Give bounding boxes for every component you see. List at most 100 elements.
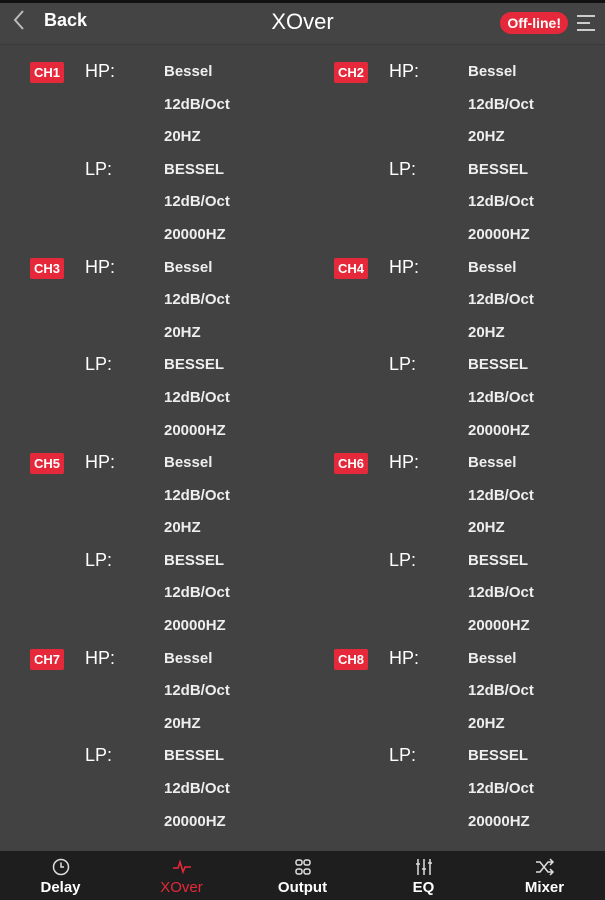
lp-type[interactable]: BESSEL [468,160,529,178]
lp-freq[interactable]: 20000HZ [468,421,530,439]
lp-freq[interactable]: 20000HZ [468,812,530,830]
hp-label: HP: [85,61,116,81]
lp-slope[interactable]: 12dB/Oct [468,388,534,406]
tab-eq[interactable]: EQ [363,851,484,900]
lp-label: LP: [389,354,417,375]
tab-label: Delay [40,879,81,896]
hp-slope[interactable]: 12dB/Oct [164,95,230,113]
hp-slope[interactable]: 12dB/Oct [468,486,534,504]
status-bar [0,0,605,3]
lp-slope[interactable]: 12dB/Oct [468,193,534,211]
tab-output[interactable]: Output [242,851,363,900]
hp-type[interactable]: Bessel [468,63,517,80]
header: Back XOver Off-line! [0,3,605,45]
hp-slope[interactable]: 12dB/Oct [164,291,230,309]
back-button[interactable]: Back [12,9,87,31]
hp-label: HP: [389,61,420,81]
channel-1[interactable]: CH1 HP: LP: Bessel 12dB/Oct 20HZ BESSEL 12dB/Oc… [0,56,302,252]
hp-type[interactable]: Bessel [468,454,517,471]
lp-type[interactable]: BESSEL [164,356,225,374]
channel-tag: CH2 [334,62,369,83]
lp-slope[interactable]: 12dB/Oct [164,779,230,797]
channel-4[interactable]: CH4 HP: LP: Bessel 12dB/Oct 20HZ BESSEL 12dB/Oc… [304,252,605,448]
lp-slope[interactable]: 12dB/Oct [164,193,230,211]
hp-label: HP: [85,647,116,668]
channel-7[interactable]: CH7 HP: LP: Bessel 12dB/Oct 20HZ BESSEL 12dB/Oc… [0,643,302,839]
lp-slope[interactable]: 12dB/Oct [468,584,534,602]
channel-5[interactable]: CH5 HP: LP: Bessel 12dB/Oct 20HZ BESSEL 12dB/Oc… [0,447,302,643]
tab-mixer[interactable]: Mixer [484,851,605,900]
lp-freq[interactable]: 20000HZ [468,617,530,634]
hp-type[interactable]: Bessel [164,454,213,471]
tab-xover[interactable]: XOver [121,851,242,900]
hp-label: HP: [389,256,420,277]
channel-3[interactable]: CH3 HP: LP: Bessel 12dB/Oct 20HZ BESSEL 12dB/Oc… [0,252,302,448]
tab-delay[interactable]: Delay [0,851,121,900]
hp-freq[interactable]: 20HZ [164,519,201,537]
lp-slope[interactable]: 12dB/Oct [164,584,230,602]
hp-freq[interactable]: 20HZ [468,128,505,146]
channel-tag: CH6 [334,453,369,474]
lp-type[interactable]: BESSEL [164,551,225,569]
channel-8[interactable]: CH8 HP: LP: Bessel 12dB/Oct 20HZ BESSEL 12dB/Oc… [304,643,605,839]
lp-label: LP: [85,354,113,375]
hp-type[interactable]: Bessel [164,649,213,667]
hp-label: HP: [389,647,420,668]
channel-2[interactable]: CH2 HP: LP: Bessel 12dB/Oct 20HZ BESSEL 12dB/Oc… [304,56,605,252]
lp-type[interactable]: BESSEL [164,747,225,765]
back-label: Back [44,9,88,30]
tab-label: EQ [412,879,435,896]
lp-type[interactable]: BESSEL [468,356,529,374]
hp-type[interactable]: Bessel [164,63,213,80]
hp-freq[interactable]: 20HZ [164,323,201,341]
tab-label: Mixer [524,879,565,896]
lp-label: LP: [85,158,113,179]
hp-slope[interactable]: 12dB/Oct [468,95,534,113]
lp-label: LP: [389,745,417,766]
hp-slope[interactable]: 12dB/Oct [164,486,230,504]
sliders-icon [363,851,484,877]
lp-freq[interactable]: 20000HZ [164,812,226,830]
lp-type[interactable]: BESSEL [468,747,529,765]
hp-slope[interactable]: 12dB/Oct [468,291,534,309]
hp-type[interactable]: Bessel [468,649,517,667]
channel-tag: CH7 [30,648,65,670]
lp-freq[interactable]: 20000HZ [164,421,226,439]
clock-icon [0,851,121,877]
pulse-icon [121,851,242,877]
hp-freq[interactable]: 20HZ [164,128,201,146]
hp-label: HP: [85,256,116,277]
channel-tag: CH1 [30,62,65,83]
hp-freq[interactable]: 20HZ [468,519,505,537]
tab-label: Output [277,879,328,896]
hp-slope[interactable]: 12dB/Oct [468,682,534,700]
hp-label: HP: [389,452,420,472]
channel-tag: CH8 [334,648,369,670]
lp-label: LP: [389,549,417,570]
grid-icon [242,851,363,877]
connection-status-badge[interactable]: Off-line! [500,12,568,34]
hp-slope[interactable]: 12dB/Oct [164,682,230,700]
tab-label: XOver [160,879,203,896]
bottom-tab-bar: Delay XOver Output EQ Mixer [0,851,605,900]
hp-freq[interactable]: 20HZ [468,714,505,732]
hp-freq[interactable]: 20HZ [164,714,201,732]
shuffle-icon [484,851,605,877]
lp-freq[interactable]: 20000HZ [164,617,226,634]
page-title: XOver [271,9,334,34]
lp-freq[interactable]: 20000HZ [164,226,226,243]
lp-slope[interactable]: 12dB/Oct [468,779,534,797]
lp-type[interactable]: BESSEL [164,160,225,178]
lp-freq[interactable]: 20000HZ [468,226,530,243]
menu-icon[interactable] [577,15,595,31]
chevron-left-icon [13,10,24,30]
lp-label: LP: [85,745,113,766]
lp-slope[interactable]: 12dB/Oct [164,388,230,406]
hp-freq[interactable]: 20HZ [468,323,505,341]
lp-label: LP: [389,158,417,179]
hp-type[interactable]: Bessel [164,258,213,276]
hp-type[interactable]: Bessel [468,258,517,276]
channel-6[interactable]: CH6 HP: LP: Bessel 12dB/Oct 20HZ BESSEL 12dB/Oc… [304,447,605,643]
lp-type[interactable]: BESSEL [468,551,529,569]
channel-tag: CH4 [334,257,369,279]
